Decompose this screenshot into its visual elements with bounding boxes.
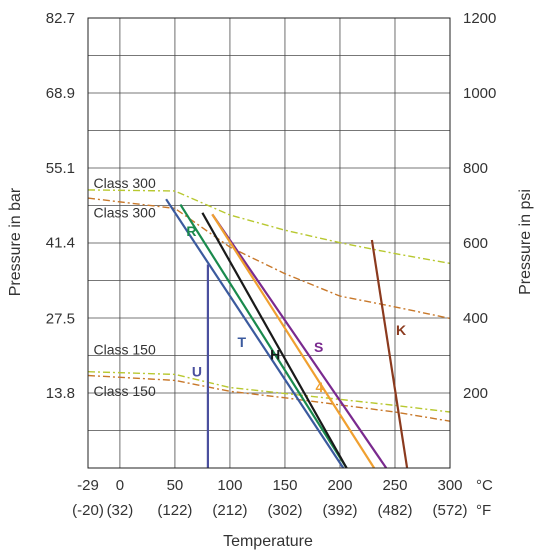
class-limit-lines (87, 189, 451, 422)
y-right-tick-label: 1200 (463, 10, 496, 27)
y-left-tick-label: 13.8 (46, 385, 75, 402)
class-annotation: Class 150 (94, 383, 156, 399)
material-curves (165, 198, 409, 469)
series-line-R (179, 204, 348, 469)
x-tick-label-c: 50 (167, 477, 184, 494)
class-annotation: Class 300 (94, 205, 156, 221)
y-right-tick-label: 800 (463, 160, 488, 177)
curve-label-R: R (186, 223, 196, 239)
y-right-tick-label: 200 (463, 385, 488, 402)
series-line-K (370, 239, 409, 469)
curve-label-S: S (314, 339, 323, 355)
x-unit-f: °F (476, 502, 491, 519)
x-tick-label-c: 250 (382, 477, 407, 494)
curve-label-U: U (192, 363, 202, 379)
series-line-H (201, 212, 348, 469)
x-tick-label-c: 0 (116, 477, 124, 494)
class-limit-line (87, 371, 451, 413)
series-line-4 (211, 213, 376, 469)
x-tick-label-c: 150 (272, 477, 297, 494)
curve-labels: T R H S 4 U K (186, 223, 406, 395)
x-tick-label-f: (212) (212, 502, 247, 519)
x-tick-label-c: 200 (327, 477, 352, 494)
y-right-tick-label: 1000 (463, 85, 496, 102)
curve-label-K: K (396, 322, 406, 338)
curve-label-H: H (270, 347, 280, 363)
y-left-tick-label: 82.7 (46, 10, 75, 27)
y-left-tick-label: 27.5 (46, 310, 75, 327)
series-line-T (165, 198, 345, 469)
x-tick-label-c: 100 (217, 477, 242, 494)
x-tick-label-f: (302) (267, 502, 302, 519)
x-axis-title: Temperature (223, 533, 313, 550)
curve-label-4: 4 (316, 379, 324, 395)
y-right-tick-label: 400 (463, 310, 488, 327)
x-tick-label-c: 300 (437, 477, 462, 494)
y-right-tick-label: 600 (463, 235, 488, 252)
tick-labels: -29 (-20) 0 (32) 50 (122) 100 (212) 150 (302) 200 (… (46, 10, 497, 519)
y-left-tick-label: 68.9 (46, 85, 75, 102)
x-tick-label-f: (-20) (72, 502, 104, 519)
x-tick-label-f: (122) (157, 502, 192, 519)
class-annotation: Class 150 (94, 341, 156, 357)
x-tick-label-f: (572) (432, 502, 467, 519)
class-annotation: Class 300 (94, 175, 156, 191)
x-tick-label-c: -29 (77, 477, 99, 494)
class-limit-line (87, 189, 451, 265)
curve-label-T: T (238, 334, 247, 350)
series-line-S (211, 213, 388, 469)
x-tick-label-f: (32) (107, 502, 134, 519)
class-limit-line (87, 374, 451, 422)
y-axis-right-title: Pressure in psi (517, 189, 534, 295)
x-unit-c: °C (476, 477, 493, 494)
plot-frame (87, 17, 451, 469)
x-tick-label-f: (392) (322, 502, 357, 519)
y-left-tick-label: 55.1 (46, 160, 75, 177)
class-annotations: Class 300 Class 300 Class 150 Class 150 (94, 175, 156, 399)
y-left-tick-label: 41.4 (46, 235, 75, 252)
x-tick-label-f: (482) (377, 502, 412, 519)
y-axis-left-title: Pressure in bar (7, 187, 24, 296)
class-limit-line (87, 197, 451, 320)
